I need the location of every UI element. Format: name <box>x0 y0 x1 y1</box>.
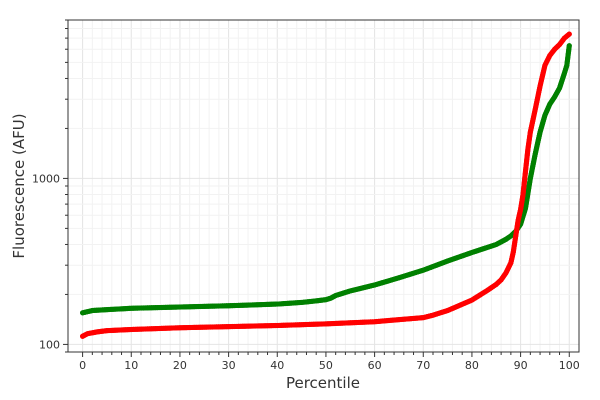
x-tick-label: 0 <box>79 359 86 372</box>
series-2 <box>80 31 572 339</box>
y-axis-title: Fluorescence (AFU) <box>10 113 28 258</box>
x-tick-label: 80 <box>465 359 479 372</box>
x-tick-label: 30 <box>222 359 236 372</box>
y-tick-label: 1000 <box>32 172 60 185</box>
x-tick-label: 50 <box>319 359 333 372</box>
x-tick-label: 20 <box>173 359 187 372</box>
x-tick-label: 90 <box>514 359 528 372</box>
axis-ticks: 0 10 20 30 40 50 60 70 80 90 100 100 1000 <box>32 19 580 372</box>
x-tick-label: 100 <box>559 359 580 372</box>
data-point <box>566 31 572 37</box>
x-tick-label: 70 <box>416 359 430 372</box>
x-axis-title: Percentile <box>286 374 360 392</box>
x-tick-label: 10 <box>124 359 138 372</box>
x-tick-label: 60 <box>368 359 382 372</box>
data-series <box>80 31 572 339</box>
data-point <box>566 43 572 49</box>
grid <box>68 19 579 353</box>
y-tick-label: 100 <box>39 338 60 351</box>
x-tick-label: 40 <box>270 359 284 372</box>
